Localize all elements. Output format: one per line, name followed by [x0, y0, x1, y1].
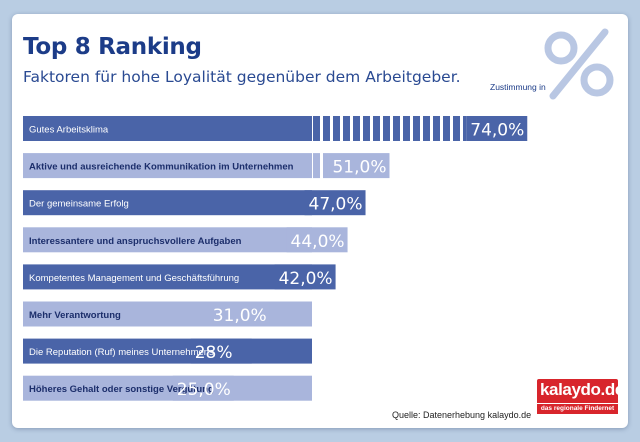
bar-segment: [463, 116, 467, 141]
bar-segment: [323, 153, 329, 179]
chart-title: Top 8 Ranking: [23, 34, 202, 60]
bar-segment: [443, 116, 450, 141]
bar-label-box: [23, 338, 312, 364]
category-label: Kompetentes Management und Geschäftsführ…: [29, 273, 239, 284]
bar-segment: [383, 116, 390, 141]
bar-row: Interessantere und anspruchsvollere Aufg…: [23, 227, 348, 253]
bar-label-box: [23, 190, 312, 216]
chart-subtitle: Faktoren für hohe Loyalität gegenüber de…: [23, 68, 461, 86]
bar-segment: [433, 116, 440, 141]
bar-row: Gutes Arbeitsklima 74,0%: [23, 116, 528, 141]
logo-tagline: das regionale Findernet: [537, 404, 618, 414]
bar-segment: [353, 116, 360, 141]
bar-value-box: [286, 227, 348, 253]
category-label: Die Reputation (Ruf) meines Unternehmens: [29, 347, 214, 358]
value-label: 44,0%: [291, 232, 345, 252]
bar-label-box: [23, 153, 312, 179]
value-label: 51,0%: [332, 158, 386, 178]
bar-chart: Gutes Arbeitsklima 74,0% Aktive und ausrei…: [23, 116, 528, 401]
value-label: 28%: [195, 343, 233, 363]
category-label: Gutes Arbeitsklima: [29, 125, 109, 136]
category-label: Höheres Gehalt oder sonstige Vergütung: [29, 384, 214, 395]
bar-label-box: [23, 116, 312, 141]
category-label: Der gemeinsame Erfolg: [29, 199, 129, 210]
bar-value-box: [274, 264, 336, 290]
bar-value-box: [172, 375, 234, 401]
value-label: 31,0%: [213, 306, 267, 326]
bar-row: Mehr Verantwortung 31,0%: [23, 301, 312, 327]
bar-segment: [413, 116, 420, 141]
bar-value-box: [304, 190, 366, 216]
bar-segment: [363, 116, 370, 141]
value-label: 47,0%: [309, 195, 363, 215]
category-label: Aktive und ausreichende Kommunikation im…: [29, 162, 294, 173]
bar-row: Der gemeinsame Erfolg 47,0%: [23, 190, 366, 216]
bar-value-box: [190, 338, 252, 364]
bar-segment: [453, 116, 460, 141]
bar-segment: [403, 116, 410, 141]
chart-card: Top 8 Ranking Faktoren für hohe Loyalitä…: [12, 14, 628, 428]
source-note: Quelle: Datenerhebung kalaydo.de: [392, 410, 532, 420]
bar-label-box: [23, 375, 312, 401]
value-label: 74,0%: [470, 121, 524, 141]
bar-label-box: [23, 227, 312, 253]
unit-note: Zustimmung in: [490, 82, 546, 92]
bar-value-box: [466, 116, 528, 141]
bar-segment: [313, 153, 320, 179]
bar-label-box: [23, 264, 312, 290]
bar-segment: [343, 116, 350, 141]
bar-segment: [423, 116, 430, 141]
bar-segment: [373, 116, 380, 141]
bar-row: Höheres Gehalt oder sonstige Vergütung25…: [23, 375, 312, 401]
bar-row: Die Reputation (Ruf) meines Unternehmens…: [23, 338, 312, 364]
bar-segment: [393, 116, 400, 141]
bar-segment: [323, 116, 330, 141]
value-label: 25,0%: [177, 380, 231, 400]
bar-value-box: [328, 153, 390, 179]
category-label: Interessantere und anspruchsvollere Aufg…: [29, 236, 242, 247]
bar-row: Aktive und ausreichende Kommunikation im…: [23, 153, 390, 179]
logo-text: kalaydo.de: [537, 379, 624, 403]
bar-value-box: [208, 301, 270, 327]
bar-segment: [333, 116, 340, 141]
bar-segment: [313, 116, 320, 141]
category-label: Mehr Verantwortung: [29, 310, 121, 321]
value-label: 42,0%: [279, 269, 333, 289]
percent-sign-icon: [544, 28, 614, 100]
bar-row: Kompetentes Management und Geschäftsführ…: [23, 264, 336, 290]
kalaydo-logo[interactable]: kalaydo.de das regionale Findernet: [537, 379, 624, 414]
